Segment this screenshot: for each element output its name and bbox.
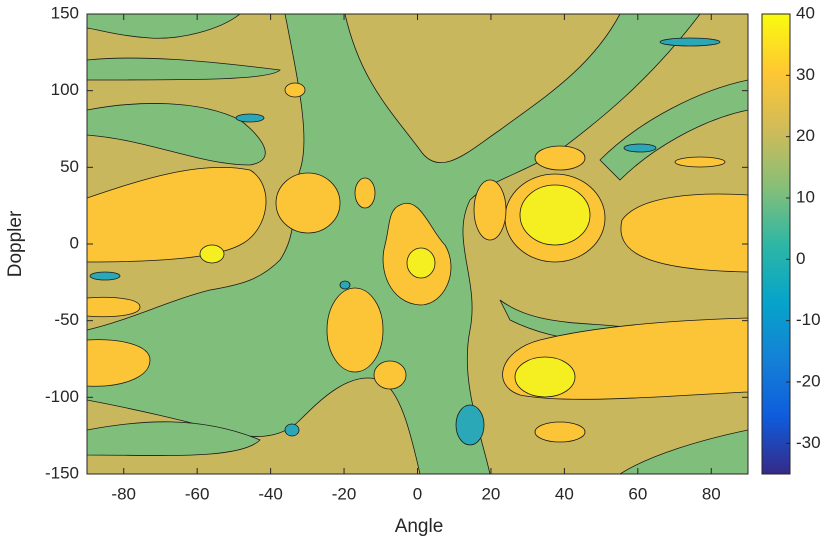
x-tick-label: 80 [702,484,721,503]
colorbar-tick-label: 20 [796,126,815,145]
x-tick-label: -20 [332,484,357,503]
x-tick-label: -60 [185,484,210,503]
y-tick-label: 100 [51,80,79,99]
contour-field [87,14,748,474]
colorbar-tick-label: -20 [796,371,821,390]
y-tick-label: -50 [54,310,79,329]
x-tick-label: 60 [628,484,647,503]
x-tick-label: 0 [413,484,422,503]
x-tick-label: 20 [481,484,500,503]
colorbar-tick-label: 30 [796,65,815,84]
y-tick-label: 150 [51,3,79,22]
x-tick-label: -40 [258,484,283,503]
colorbar-tick-label: -30 [796,433,821,452]
y-axis-label: Doppler [5,210,26,277]
y-tick-label: 0 [70,233,79,252]
x-tick-label: 40 [555,484,574,503]
x-axis-label: Angle [395,516,444,537]
y-tick-label: -100 [45,387,79,406]
y-tick-label: 50 [60,157,79,176]
colorbar-tick-label: 0 [796,249,805,268]
colorbar-tick-label: -10 [796,310,821,329]
colorbar-tick-label: 40 [796,3,815,22]
colorbar-tick-label: 10 [796,187,815,206]
colorbar [761,13,791,475]
x-tick-label: -80 [111,484,136,503]
y-tick-label: -150 [45,463,79,482]
